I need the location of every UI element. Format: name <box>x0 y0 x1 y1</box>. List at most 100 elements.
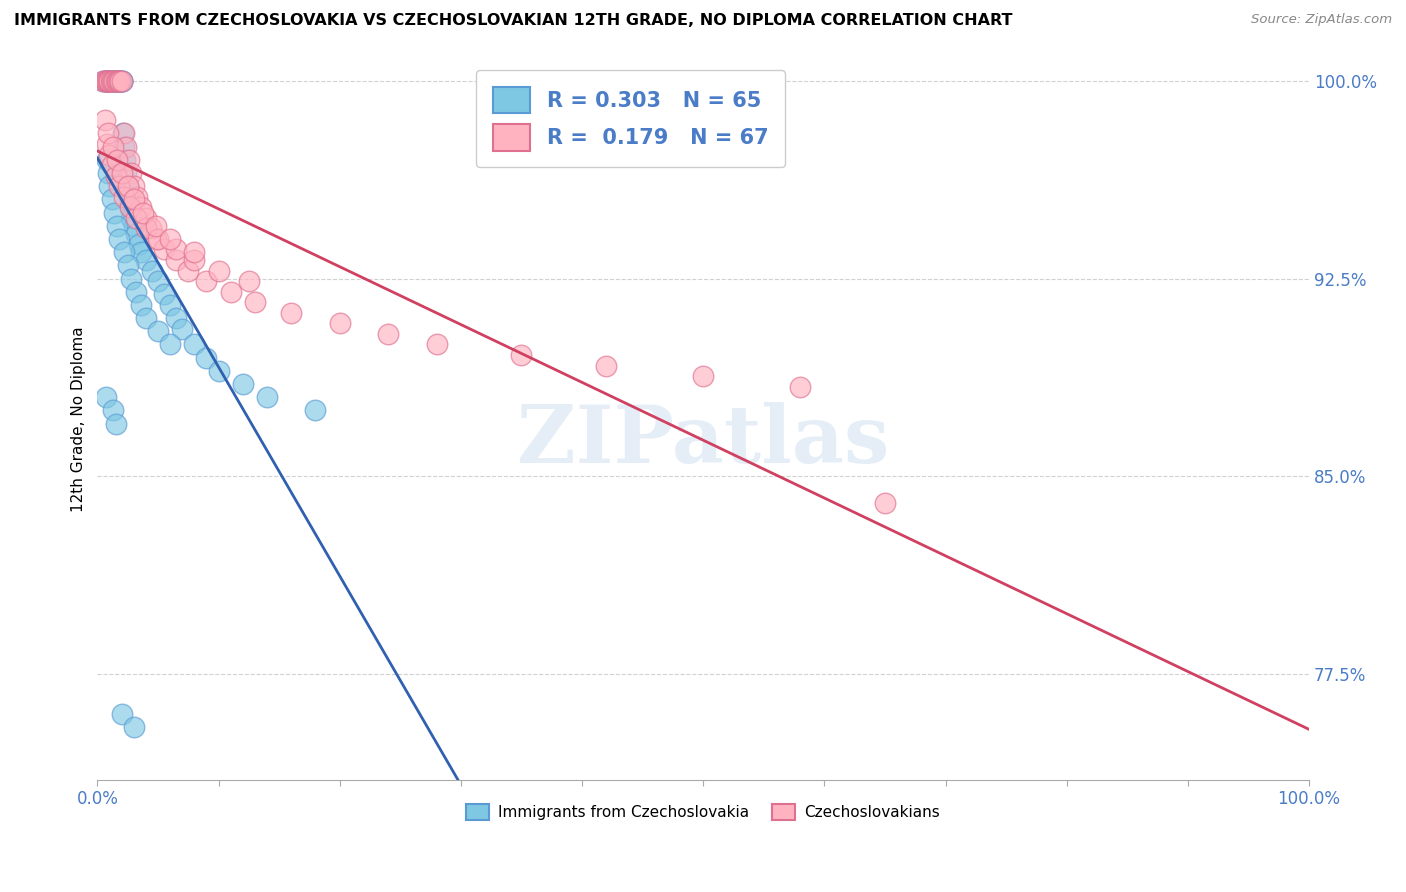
Point <box>110 73 132 87</box>
Point <box>146 324 169 338</box>
Point <box>96 73 118 87</box>
Point <box>107 73 129 87</box>
Point <box>104 169 127 183</box>
Point <box>105 73 128 87</box>
Point <box>165 253 187 268</box>
Point <box>101 73 124 87</box>
Point <box>93 113 115 128</box>
Point <box>122 720 145 734</box>
Point <box>125 285 148 299</box>
Point <box>219 285 242 299</box>
Point <box>100 73 122 87</box>
Point <box>110 73 132 87</box>
Point <box>122 193 145 207</box>
Point <box>426 337 449 351</box>
Point <box>232 376 254 391</box>
Point <box>125 211 148 225</box>
Point <box>120 200 142 214</box>
Point <box>125 227 148 241</box>
Point <box>159 298 181 312</box>
Point <box>112 139 135 153</box>
Point <box>377 326 399 341</box>
Point <box>183 245 205 260</box>
Point <box>141 263 163 277</box>
Point <box>105 153 128 167</box>
Point <box>104 73 127 87</box>
Point <box>105 73 128 87</box>
Point <box>111 127 134 141</box>
Point <box>97 127 120 141</box>
Point <box>103 73 125 87</box>
Point <box>195 351 218 365</box>
Point <box>692 369 714 384</box>
Point <box>112 245 135 260</box>
Point <box>103 73 125 87</box>
Text: ZIPatlas: ZIPatlas <box>517 402 890 480</box>
Point <box>104 73 127 87</box>
Point <box>103 205 125 219</box>
Point <box>127 190 149 204</box>
Point <box>104 73 127 87</box>
Point <box>183 337 205 351</box>
Point <box>129 298 152 312</box>
Point <box>304 403 326 417</box>
Point <box>120 200 142 214</box>
Point <box>94 73 117 87</box>
Point <box>98 73 121 87</box>
Point <box>97 73 120 87</box>
Point <box>159 232 181 246</box>
Point <box>280 306 302 320</box>
Point <box>595 359 617 373</box>
Point <box>110 166 132 180</box>
Point <box>153 287 176 301</box>
Point <box>159 337 181 351</box>
Point <box>256 390 278 404</box>
Point <box>207 364 229 378</box>
Point <box>98 147 121 161</box>
Point <box>101 193 124 207</box>
Point <box>108 73 131 87</box>
Point <box>98 179 121 194</box>
Point <box>135 253 157 268</box>
Point <box>110 73 132 87</box>
Legend: Immigrants from Czechoslovakia, Czechoslovakians: Immigrants from Czechoslovakia, Czechosl… <box>460 797 946 826</box>
Point <box>195 274 218 288</box>
Y-axis label: 12th Grade, No Diploma: 12th Grade, No Diploma <box>72 326 86 512</box>
Point <box>165 243 187 257</box>
Point <box>135 221 157 235</box>
Point <box>93 73 115 87</box>
Point <box>120 166 142 180</box>
Point <box>120 271 142 285</box>
Point <box>122 219 145 233</box>
Point <box>117 179 139 194</box>
Point <box>117 258 139 272</box>
Point <box>93 73 115 87</box>
Point <box>96 73 118 87</box>
Point <box>98 73 121 87</box>
Point <box>114 153 136 167</box>
Point <box>172 321 194 335</box>
Point <box>98 73 121 87</box>
Point <box>118 190 141 204</box>
Point <box>93 73 115 87</box>
Text: Source: ZipAtlas.com: Source: ZipAtlas.com <box>1251 13 1392 27</box>
Point <box>510 348 533 362</box>
Point <box>94 390 117 404</box>
Point <box>101 73 124 87</box>
Point <box>104 417 127 431</box>
Point <box>100 73 122 87</box>
Point <box>97 73 120 87</box>
Point <box>207 263 229 277</box>
Point <box>243 295 266 310</box>
Point <box>96 136 118 151</box>
Point <box>101 403 124 417</box>
Point <box>238 274 260 288</box>
Point <box>97 166 120 180</box>
Point <box>146 232 169 246</box>
Point <box>94 73 117 87</box>
Point <box>112 127 135 141</box>
Point <box>110 706 132 721</box>
Point <box>101 139 124 153</box>
Point <box>108 179 131 194</box>
Point <box>110 73 132 87</box>
